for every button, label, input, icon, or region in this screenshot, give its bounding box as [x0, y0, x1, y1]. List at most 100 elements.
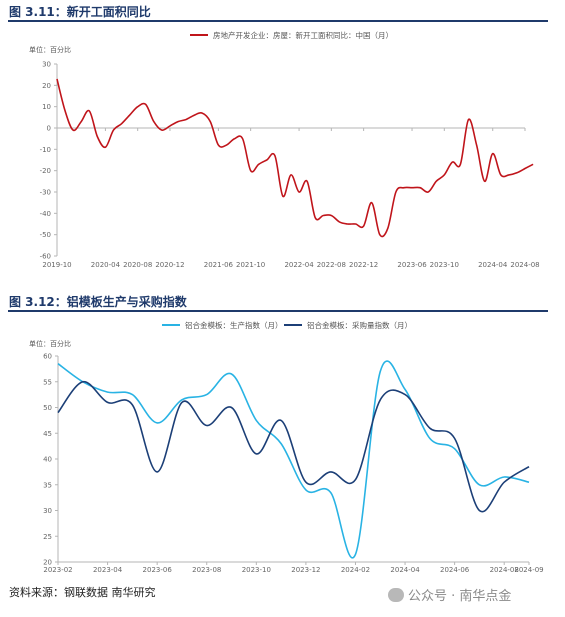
y-tick-label: 20 — [42, 82, 51, 90]
y-tick-label: 20 — [43, 559, 52, 567]
unit-label: 单位：百分比 — [29, 45, 71, 54]
source-note: 资料来源：钢联数据 南华研究 — [9, 586, 156, 599]
title-rule-2 — [8, 310, 548, 312]
unit-label: 单位：百分比 — [29, 339, 71, 348]
data-point — [231, 407, 233, 409]
x-tick-label: 2023-08 — [192, 566, 221, 574]
data-point — [132, 404, 134, 406]
data-point — [82, 381, 84, 383]
data-point — [107, 391, 109, 393]
data-point — [355, 479, 357, 481]
data-point — [132, 394, 134, 396]
data-point — [206, 394, 208, 396]
data-point — [379, 371, 381, 373]
x-tick-label: 2024-04 — [390, 566, 420, 574]
data-point — [280, 420, 282, 422]
y-tick-label: 40 — [43, 456, 52, 464]
data-point — [256, 453, 258, 455]
data-point — [454, 448, 456, 450]
legend-label-1: 铝合金模板：生产指数（月） — [185, 320, 283, 330]
chart-new-construction-yoy: 房地产开发企业：房屋：新开工面积同比：中国（月） 单位：百分比 -60 -50 -40 -… — [29, 30, 540, 269]
y-tick-label: -30 — [40, 189, 51, 197]
data-point — [181, 402, 183, 404]
y-tick-label: 45 — [43, 430, 52, 438]
y-tick-label: 35 — [43, 481, 52, 489]
data-point — [479, 484, 481, 486]
x-tick-label: 2020-12 — [155, 261, 184, 269]
data-point — [305, 481, 307, 483]
data-point — [181, 399, 183, 401]
y-tick-label: -20 — [40, 167, 51, 175]
data-point — [330, 492, 332, 494]
x-tick-label: 2019-10 — [42, 261, 71, 269]
data-point — [330, 471, 332, 473]
x-tick-label: 2023-04 — [93, 566, 123, 574]
x-tick-label: 2023-02 — [43, 566, 72, 574]
data-point — [404, 389, 406, 391]
x-tick-label: 2024-06 — [440, 566, 470, 574]
data-point — [156, 422, 158, 424]
x-tick-label: 2020-08 — [123, 261, 152, 269]
y-tick-label: -40 — [40, 210, 51, 218]
wechat-icon — [388, 588, 404, 602]
x-tick-label: 2022-08 — [317, 261, 346, 269]
data-point — [156, 471, 158, 473]
x-tick-label: 2023-10 — [430, 261, 459, 269]
data-point — [503, 481, 505, 483]
y-tick-label: 30 — [43, 507, 52, 515]
x-tick-label: 2024-04 — [478, 261, 508, 269]
watermark: 公众号 · 南华点金 — [388, 585, 511, 604]
legend-label-2: 铝合金模板：采购量指数（月） — [307, 320, 412, 330]
data-point — [503, 476, 505, 478]
x-tick-label: 2024-09 — [514, 566, 543, 574]
data-point — [528, 466, 530, 468]
x-tick-label: 2022-12 — [349, 261, 378, 269]
x-tick-label: 2021-06 — [204, 261, 234, 269]
y-tick-label: -60 — [40, 253, 51, 261]
x-tick-label: 2023-06 — [143, 566, 173, 574]
data-point — [206, 425, 208, 427]
chart-aluminum-formwork-index: 铝合金模板：生产指数（月） 铝合金模板：采购量指数（月） 单位：百分比 20 25 30 3… — [29, 320, 544, 574]
y-tick-label: 30 — [42, 61, 51, 69]
y-tick-label: 60 — [43, 353, 52, 361]
data-point — [379, 399, 381, 401]
series-line-1 — [57, 360, 530, 559]
data-point — [305, 489, 307, 491]
x-tick-label: 2023-12 — [291, 566, 320, 574]
legend-label-1: 房地产开发企业：房屋：新开工面积同比：中国（月） — [213, 30, 393, 40]
data-point — [57, 412, 59, 414]
data-point — [479, 510, 481, 512]
x-tick-label: 2021-10 — [236, 261, 265, 269]
data-point — [280, 443, 282, 445]
data-point — [107, 402, 109, 404]
y-tick-label: 55 — [43, 378, 52, 386]
y-tick-label: 50 — [43, 404, 52, 412]
series-line-1 — [56, 78, 534, 238]
x-tick-label: 2023-06 — [397, 261, 427, 269]
y-tick-label: 0 — [47, 125, 51, 133]
x-tick-label: 2022-04 — [284, 261, 314, 269]
figure-title-1: 图 3.11：新开工面积同比 — [9, 5, 151, 19]
data-point — [355, 553, 357, 555]
series-line-2 — [57, 380, 530, 513]
data-point — [528, 481, 530, 483]
x-tick-label: 2020-04 — [91, 261, 121, 269]
data-point — [429, 438, 431, 440]
data-point — [429, 427, 431, 429]
x-tick-label: 2024-08 — [510, 261, 539, 269]
y-tick-label: 10 — [42, 103, 51, 111]
y-tick-label: -10 — [40, 146, 51, 154]
x-tick-label: 2024-02 — [341, 566, 370, 574]
x-tick-label: 2023-10 — [242, 566, 271, 574]
y-tick-label: 25 — [43, 533, 52, 541]
x-tick-label: 2024-08 — [490, 566, 519, 574]
data-point — [256, 420, 258, 422]
figure-title-2: 图 3.12：铝模板生产与采购指数 — [9, 295, 187, 309]
data-point — [404, 394, 406, 396]
watermark-text: 公众号 · 南华点金 — [408, 589, 512, 604]
data-point — [454, 438, 456, 440]
title-rule-1 — [8, 20, 548, 22]
data-point — [57, 363, 59, 365]
data-point — [231, 373, 233, 375]
y-tick-label: -50 — [40, 231, 51, 239]
